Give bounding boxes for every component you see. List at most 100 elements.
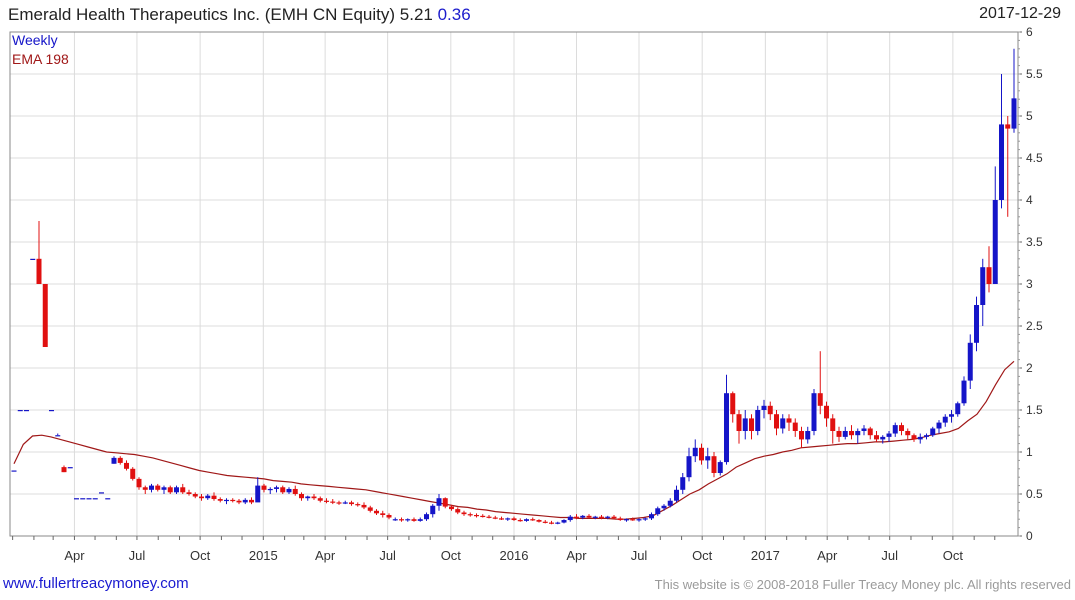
candle <box>630 517 636 521</box>
candle <box>536 519 542 523</box>
candle-body <box>142 487 148 490</box>
candle-body <box>711 456 717 473</box>
y-tick-label: 5 <box>1026 109 1033 123</box>
candle-body <box>124 462 129 469</box>
candle <box>92 498 98 500</box>
candle <box>880 435 886 444</box>
candle-body <box>105 498 111 500</box>
candle-body <box>705 456 711 461</box>
candle <box>511 516 517 521</box>
candle-body <box>561 520 567 523</box>
candle-body <box>117 457 123 463</box>
candle-body <box>736 414 742 431</box>
candle-body <box>824 405 829 419</box>
candle <box>805 426 811 444</box>
candle-body <box>449 506 454 510</box>
candle-body <box>667 500 673 506</box>
candle-body <box>99 492 104 494</box>
candle <box>636 518 642 522</box>
candle <box>499 516 504 521</box>
candle <box>986 246 992 293</box>
candle <box>55 433 61 437</box>
candle-body <box>661 505 667 509</box>
candle <box>892 422 898 437</box>
website-link[interactable]: www.fullertreacymoney.com <box>3 575 189 592</box>
candle-body <box>230 499 236 502</box>
x-tick-label: Jul <box>631 548 648 563</box>
candle <box>811 389 817 436</box>
candle-body <box>386 515 392 518</box>
candle-body <box>574 516 579 518</box>
candle <box>299 492 304 501</box>
candle <box>361 502 367 510</box>
y-tick-label: 3.5 <box>1026 235 1043 249</box>
candle <box>492 515 498 520</box>
candle <box>749 414 754 440</box>
candle-body <box>180 487 186 493</box>
candle-body <box>880 436 886 440</box>
candle-body <box>61 467 67 473</box>
candle <box>392 517 398 521</box>
candle <box>774 410 779 436</box>
x-tick-label: 2015 <box>249 548 278 563</box>
candle <box>917 433 923 444</box>
candle-body <box>949 414 954 417</box>
candle-body <box>780 418 786 429</box>
candle-body <box>205 495 211 499</box>
candle <box>911 433 917 442</box>
chart-title: Emerald Health Therapeutics Inc. (EMH CN… <box>8 5 471 25</box>
ema-layer <box>13 360 1015 520</box>
candle <box>324 498 329 504</box>
candle-body <box>17 410 23 412</box>
candle-body <box>436 498 442 506</box>
candle <box>236 499 242 505</box>
candle-body <box>974 305 979 343</box>
candle <box>661 504 667 511</box>
gridlines <box>10 31 1018 537</box>
candle-body <box>155 485 161 490</box>
candle <box>555 521 561 525</box>
candle-body <box>292 488 298 494</box>
candle-body <box>530 519 536 521</box>
candle-body <box>624 519 629 521</box>
candle-body <box>455 509 461 513</box>
candle <box>292 485 298 496</box>
candle-body <box>349 502 354 505</box>
candle <box>761 399 767 419</box>
candle-body <box>692 447 698 457</box>
candle-body <box>211 495 217 500</box>
candle-body <box>392 519 398 521</box>
candle <box>886 431 892 442</box>
candle-body <box>749 418 754 431</box>
candle-body <box>274 487 279 489</box>
candle <box>517 518 523 522</box>
candle <box>824 401 829 427</box>
candle-body <box>799 431 804 440</box>
candle-body <box>986 267 992 284</box>
candle-body <box>499 518 504 520</box>
candle <box>480 514 486 518</box>
candle-body <box>36 258 42 284</box>
candle <box>386 513 392 520</box>
y-tick-label: 3 <box>1026 277 1033 291</box>
x-tick-label: Jul <box>129 548 146 563</box>
candle-body <box>724 393 729 463</box>
y-tick-label: 2.5 <box>1026 319 1043 333</box>
candle-body <box>955 403 961 415</box>
candle-body <box>467 514 473 516</box>
candle-body <box>442 498 448 507</box>
legend-entry: EMA 198 <box>12 51 69 67</box>
candle-body <box>792 422 798 431</box>
candle-body <box>411 519 417 521</box>
candle-body <box>461 512 467 515</box>
candle <box>686 447 692 482</box>
candle <box>736 410 742 444</box>
candle <box>367 505 373 513</box>
candle <box>105 498 111 500</box>
candle-body <box>936 422 942 429</box>
candle <box>930 426 936 437</box>
candle <box>180 483 186 494</box>
candle-body <box>805 431 811 440</box>
candle <box>255 477 261 503</box>
candle <box>249 497 254 505</box>
